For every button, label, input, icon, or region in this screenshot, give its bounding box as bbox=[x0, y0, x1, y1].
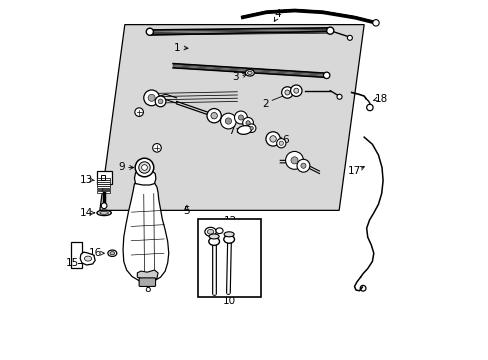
Text: 11: 11 bbox=[231, 248, 244, 258]
Ellipse shape bbox=[100, 211, 108, 214]
Ellipse shape bbox=[247, 71, 252, 75]
Polygon shape bbox=[134, 168, 156, 185]
Ellipse shape bbox=[204, 227, 216, 236]
Text: 6: 6 bbox=[282, 135, 288, 145]
Text: 5: 5 bbox=[183, 206, 189, 216]
Ellipse shape bbox=[209, 234, 219, 239]
Text: 2: 2 bbox=[262, 99, 268, 109]
Text: 14: 14 bbox=[80, 208, 93, 218]
Bar bbox=[97, 191, 110, 193]
Circle shape bbox=[210, 112, 217, 119]
Circle shape bbox=[372, 19, 378, 26]
Ellipse shape bbox=[84, 256, 91, 261]
Bar bbox=[97, 186, 110, 188]
Text: 15: 15 bbox=[65, 258, 79, 268]
Text: 17: 17 bbox=[347, 166, 361, 176]
Circle shape bbox=[336, 94, 341, 99]
Ellipse shape bbox=[207, 229, 213, 234]
Bar bbox=[71, 242, 82, 267]
Circle shape bbox=[101, 203, 107, 208]
Circle shape bbox=[135, 158, 153, 177]
Ellipse shape bbox=[97, 210, 111, 216]
Text: 9: 9 bbox=[118, 162, 124, 172]
Ellipse shape bbox=[110, 252, 114, 255]
Polygon shape bbox=[100, 24, 364, 210]
Circle shape bbox=[247, 124, 255, 132]
Circle shape bbox=[238, 115, 243, 120]
Text: 16: 16 bbox=[89, 248, 102, 258]
Circle shape bbox=[323, 72, 329, 78]
Circle shape bbox=[143, 90, 159, 106]
Circle shape bbox=[290, 85, 302, 96]
Circle shape bbox=[158, 99, 163, 104]
Circle shape bbox=[279, 141, 283, 145]
Circle shape bbox=[290, 157, 298, 164]
Ellipse shape bbox=[216, 228, 223, 234]
Circle shape bbox=[234, 111, 247, 124]
Circle shape bbox=[269, 136, 276, 142]
Circle shape bbox=[146, 28, 153, 35]
Circle shape bbox=[326, 27, 333, 34]
Bar bbox=[97, 180, 110, 182]
Bar bbox=[97, 178, 110, 180]
Circle shape bbox=[285, 152, 303, 169]
Circle shape bbox=[148, 94, 155, 102]
Text: 12: 12 bbox=[223, 216, 236, 226]
Circle shape bbox=[276, 139, 285, 148]
Circle shape bbox=[281, 87, 292, 98]
Bar bbox=[97, 182, 110, 184]
Text: 18: 18 bbox=[374, 94, 387, 104]
Text: 10: 10 bbox=[223, 296, 236, 306]
Bar bbox=[198, 219, 260, 297]
Circle shape bbox=[265, 132, 280, 146]
Circle shape bbox=[366, 104, 372, 111]
Polygon shape bbox=[137, 270, 158, 281]
Bar bbox=[97, 184, 110, 186]
Text: 7: 7 bbox=[227, 126, 234, 136]
Circle shape bbox=[293, 88, 298, 93]
Ellipse shape bbox=[224, 232, 234, 237]
Circle shape bbox=[206, 109, 221, 123]
Circle shape bbox=[139, 162, 150, 173]
Circle shape bbox=[285, 90, 289, 95]
Polygon shape bbox=[80, 252, 95, 265]
Circle shape bbox=[346, 35, 352, 40]
Ellipse shape bbox=[224, 235, 234, 243]
Ellipse shape bbox=[237, 126, 251, 134]
Circle shape bbox=[220, 113, 236, 129]
Ellipse shape bbox=[245, 69, 254, 76]
Circle shape bbox=[225, 118, 231, 124]
Circle shape bbox=[152, 144, 161, 152]
Polygon shape bbox=[123, 183, 168, 282]
FancyBboxPatch shape bbox=[139, 278, 155, 287]
Circle shape bbox=[296, 159, 309, 172]
Ellipse shape bbox=[108, 250, 117, 256]
Text: 3: 3 bbox=[231, 72, 238, 82]
Circle shape bbox=[245, 121, 250, 125]
Text: 13: 13 bbox=[80, 175, 93, 185]
Bar bbox=[101, 175, 104, 180]
Bar bbox=[97, 189, 110, 190]
Text: 8: 8 bbox=[144, 284, 150, 294]
FancyBboxPatch shape bbox=[97, 171, 111, 184]
Circle shape bbox=[142, 165, 147, 170]
Circle shape bbox=[249, 126, 253, 130]
Circle shape bbox=[300, 163, 305, 168]
Text: 4: 4 bbox=[273, 9, 280, 19]
Circle shape bbox=[155, 96, 165, 107]
Text: 1: 1 bbox=[174, 43, 180, 53]
Circle shape bbox=[242, 117, 253, 128]
Ellipse shape bbox=[208, 238, 219, 246]
Circle shape bbox=[135, 108, 143, 116]
